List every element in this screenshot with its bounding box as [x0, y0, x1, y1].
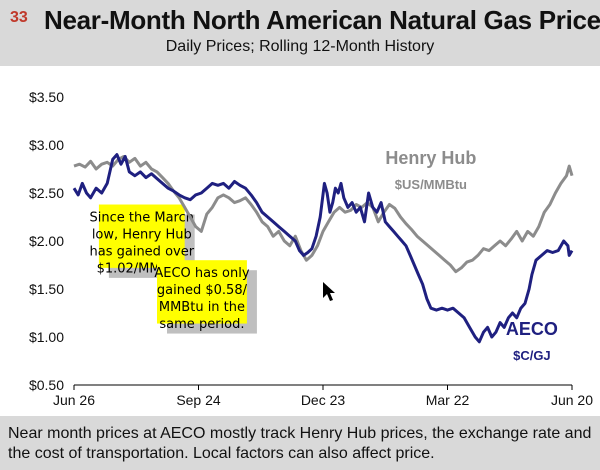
y-tick-label: $2.50: [29, 185, 64, 201]
henry-hub-line: [73, 155, 574, 274]
series-label-layer: Henry Hub $US/MMBtu AECO $C/GJ: [385, 148, 557, 363]
y-tick-label: $1.00: [29, 329, 64, 345]
y-tick-label: $0.50: [29, 377, 64, 393]
henry-hub-unit-label: $US/MMBtu: [395, 177, 467, 192]
callout-aeco-line: MMBtu in the: [159, 300, 245, 315]
callout-henry-hub-line: has gained over: [90, 245, 195, 260]
caption-text: Near month prices at AECO mostly track H…: [8, 425, 592, 462]
y-tick-label: $3.00: [29, 137, 64, 153]
callout-layer: Since the March low, Henry Hub has gained …: [90, 204, 257, 334]
aeco-line: [72, 153, 574, 344]
slide-number: 33: [10, 9, 28, 26]
henry-hub-label: Henry Hub: [385, 148, 476, 168]
y-tick-label: $3.50: [29, 89, 64, 105]
series-layer: [72, 153, 574, 344]
x-tick-label: Mar 22: [426, 392, 470, 408]
x-tick-label: Jun 26: [53, 392, 95, 408]
x-tick-label: Dec 23: [301, 392, 346, 408]
aeco-label: AECO: [506, 319, 558, 339]
callout-aeco-box: [157, 260, 247, 324]
x-tick-label: Sep 24: [176, 392, 221, 408]
callout-aeco-line: AECO has only: [154, 266, 249, 281]
axes: $0.50 $1.00 $1.50 $2.00 $2.50 $3.00 $3.50 Jun 2…: [29, 89, 593, 408]
caption-panel: Near month prices at AECO mostly track H…: [0, 416, 600, 470]
callout-aeco-line: same period.: [159, 317, 244, 332]
callout-henry-hub-box: [98, 204, 185, 268]
y-tick-label: $1.50: [29, 281, 64, 297]
title-panel: 33 Near-Month North American Natural Gas…: [0, 0, 600, 66]
x-tick-label: Jun 20: [551, 392, 593, 408]
mouse-cursor-icon: [323, 282, 335, 301]
page-subtitle: Daily Prices; Rolling 12-Month History: [165, 38, 435, 55]
price-chart: $0.50 $1.00 $1.50 $2.00 $2.50 $3.00 $3.50 Jun 2…: [29, 89, 593, 408]
callout-aeco-line: gained $0.58/: [157, 283, 248, 298]
aeco-unit-label: $C/GJ: [513, 348, 551, 363]
y-tick-label: $2.00: [29, 233, 64, 249]
callout-henry-hub-line: Since the March: [90, 211, 194, 226]
page-title: Near-Month North American Natural Gas Pr…: [44, 5, 600, 35]
callout-henry-hub-line: low, Henry Hub: [92, 228, 192, 243]
